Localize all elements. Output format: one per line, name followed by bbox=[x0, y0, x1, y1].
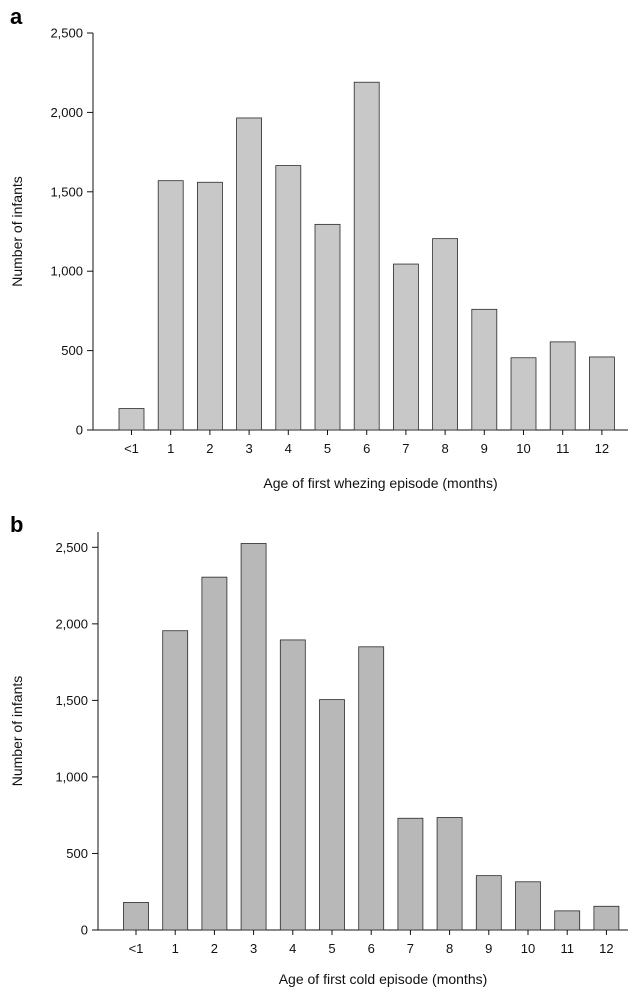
bar bbox=[515, 881, 541, 931]
x-tick-label: 5 bbox=[324, 441, 331, 456]
bar bbox=[236, 117, 263, 431]
y-tick-label: 2,000 bbox=[50, 105, 83, 120]
y-axis-title: Number of infants bbox=[9, 176, 25, 287]
x-tick-label: 10 bbox=[516, 441, 530, 456]
bar bbox=[118, 408, 145, 431]
x-tick-label: 12 bbox=[599, 941, 613, 956]
x-tick-label: <1 bbox=[124, 441, 139, 456]
bar bbox=[201, 576, 228, 931]
x-tick-label: 6 bbox=[363, 441, 370, 456]
bar bbox=[196, 181, 223, 431]
y-tick-label: 1,500 bbox=[55, 693, 88, 708]
bar bbox=[162, 630, 189, 931]
y-tick-label: 500 bbox=[61, 343, 83, 358]
bar bbox=[510, 357, 537, 431]
bar bbox=[123, 902, 149, 931]
y-tick-label: 2,500 bbox=[50, 26, 83, 41]
y-tick-label: 2,000 bbox=[55, 616, 88, 631]
x-tick-label: <1 bbox=[129, 941, 144, 956]
bar bbox=[554, 910, 581, 931]
bar bbox=[358, 646, 385, 931]
x-tick-label: 4 bbox=[289, 941, 296, 956]
x-tick-label: 5 bbox=[328, 941, 335, 956]
x-tick-label: 8 bbox=[441, 441, 448, 456]
y-axis-title: Number of infants bbox=[9, 676, 25, 787]
x-axis-title: Age of first whezing episode (months) bbox=[263, 475, 497, 491]
bar bbox=[279, 639, 306, 931]
y-tick-label: 1,000 bbox=[50, 264, 83, 279]
x-tick-label: 9 bbox=[481, 441, 488, 456]
x-tick-label: 3 bbox=[250, 941, 257, 956]
x-tick-label: 10 bbox=[521, 941, 535, 956]
bar bbox=[475, 875, 502, 931]
bar bbox=[593, 905, 620, 931]
x-tick-label: 8 bbox=[446, 941, 453, 956]
bar bbox=[314, 223, 341, 431]
y-tick-label: 0 bbox=[81, 923, 88, 938]
x-tick-label: 7 bbox=[407, 941, 414, 956]
bar bbox=[397, 817, 424, 931]
bar bbox=[436, 817, 463, 931]
x-tick-label: 3 bbox=[245, 441, 252, 456]
panel-letter: a bbox=[10, 4, 23, 29]
x-tick-label: 11 bbox=[560, 941, 574, 956]
bar bbox=[549, 341, 576, 431]
y-tick-label: 500 bbox=[66, 846, 88, 861]
x-tick-label: 9 bbox=[485, 941, 492, 956]
x-tick-label: 6 bbox=[368, 941, 375, 956]
x-axis-title: Age of first cold episode (months) bbox=[279, 971, 488, 987]
x-tick-label: 4 bbox=[285, 441, 292, 456]
bar bbox=[392, 263, 419, 431]
y-tick-label: 0 bbox=[76, 423, 83, 438]
bar bbox=[157, 180, 184, 431]
bar bbox=[319, 699, 345, 931]
x-tick-label: 1 bbox=[172, 941, 179, 956]
bar bbox=[471, 308, 498, 431]
x-tick-label: 11 bbox=[556, 441, 570, 456]
x-tick-label: 7 bbox=[402, 441, 409, 456]
panel-letter: b bbox=[10, 512, 23, 537]
bar bbox=[275, 165, 302, 431]
bar bbox=[589, 356, 615, 431]
x-tick-label: 2 bbox=[211, 941, 218, 956]
bar bbox=[240, 543, 267, 931]
x-tick-label: 2 bbox=[206, 441, 213, 456]
x-tick-label: 12 bbox=[595, 441, 609, 456]
y-tick-label: 1,000 bbox=[55, 769, 88, 784]
bar bbox=[353, 81, 380, 431]
y-tick-label: 1,500 bbox=[50, 184, 83, 199]
y-tick-label: 2,500 bbox=[55, 540, 88, 555]
bar bbox=[432, 238, 459, 431]
x-tick-label: 1 bbox=[167, 441, 174, 456]
